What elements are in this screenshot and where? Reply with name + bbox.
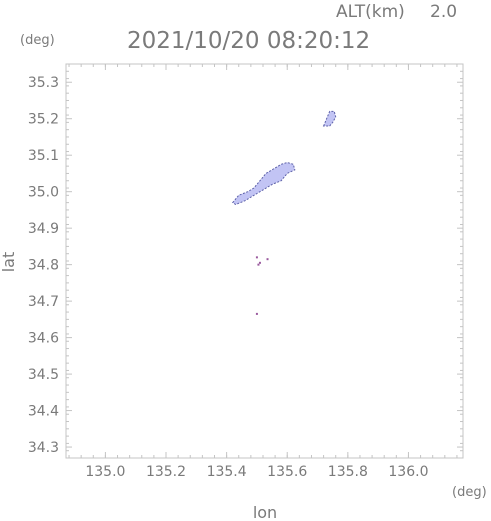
echo-region bbox=[231, 161, 296, 206]
x-tick-label: 135.2 bbox=[146, 464, 186, 480]
y-tick-label: 34.7 bbox=[28, 294, 59, 310]
y-tick-label: 34.6 bbox=[28, 331, 59, 347]
x-tick-label: 136.0 bbox=[388, 464, 428, 480]
plot-frame bbox=[65, 63, 464, 459]
plot-title: 2021/10/20 08:20:12 bbox=[127, 28, 370, 54]
x-tick-label: 135.0 bbox=[85, 464, 125, 480]
y-tick-label: 34.5 bbox=[28, 367, 59, 383]
y-tick-label: 35.0 bbox=[28, 185, 59, 201]
altitude-value: 2.0 bbox=[430, 2, 457, 22]
x-tick-label: 135.4 bbox=[207, 464, 247, 480]
y-unit-label: (deg) bbox=[20, 33, 55, 48]
echo-point bbox=[266, 258, 269, 261]
y-tick-label: 34.4 bbox=[28, 404, 59, 420]
y-tick-label: 34.9 bbox=[28, 221, 59, 237]
y-tick-label: 35.1 bbox=[28, 148, 59, 164]
y-tick-label: 34.3 bbox=[28, 440, 59, 456]
data-layer bbox=[231, 110, 337, 315]
y-tick-label: 35.2 bbox=[28, 112, 59, 128]
echo-point bbox=[255, 312, 258, 315]
x-unit-label: (deg) bbox=[452, 485, 487, 500]
echo-region bbox=[322, 110, 337, 127]
echo-point bbox=[258, 261, 261, 264]
echo-point bbox=[257, 263, 260, 266]
y-tick-label: 34.8 bbox=[28, 258, 59, 274]
y-tick-label: 35.3 bbox=[28, 75, 59, 91]
x-tick-label: 135.6 bbox=[267, 464, 307, 480]
y-axis-title: lat bbox=[0, 252, 18, 273]
x-tick-label: 135.8 bbox=[328, 464, 368, 480]
echo-point bbox=[255, 256, 258, 259]
altitude-label: ALT(km) bbox=[336, 2, 405, 22]
axis-ticks: 34.3 34.4 34.5 34.6 34.7 34.8 34.9 35.0 35.1 35.2… bbox=[28, 63, 463, 480]
x-axis-title: lon bbox=[253, 503, 277, 521]
